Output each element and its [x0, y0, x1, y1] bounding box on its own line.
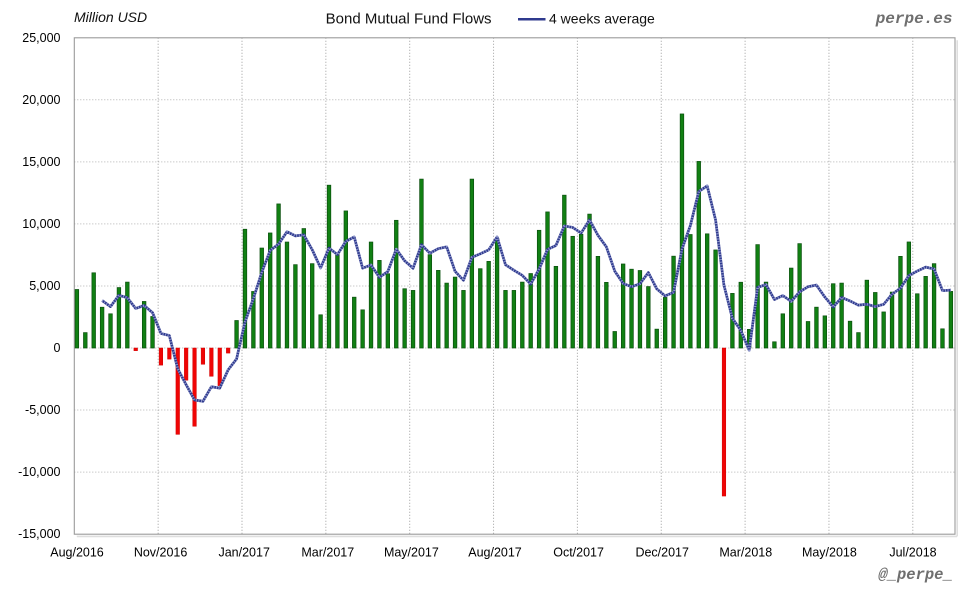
svg-text:25,000: 25,000	[22, 31, 60, 45]
svg-text:Mar/2018: Mar/2018	[719, 546, 772, 560]
svg-text:Dec/2017: Dec/2017	[635, 546, 689, 560]
svg-text:5,000: 5,000	[29, 279, 60, 293]
svg-text:Jul/2018: Jul/2018	[889, 546, 936, 560]
svg-text:@_perpe_: @_perpe_	[878, 566, 952, 584]
svg-text:0: 0	[54, 341, 61, 355]
svg-text:20,000: 20,000	[22, 93, 60, 107]
svg-text:Aug/2016: Aug/2016	[50, 546, 104, 560]
svg-text:-15,000: -15,000	[18, 527, 60, 541]
svg-text:-5,000: -5,000	[25, 403, 60, 417]
svg-text:Million USD: Million USD	[74, 9, 147, 25]
svg-text:May/2017: May/2017	[384, 546, 439, 560]
svg-text:Nov/2016: Nov/2016	[134, 546, 188, 560]
svg-text:-10,000: -10,000	[18, 465, 60, 479]
svg-text:May/2018: May/2018	[802, 546, 857, 560]
svg-text:Mar/2017: Mar/2017	[301, 546, 354, 560]
svg-text:Bond Mutual Fund Flows: Bond Mutual Fund Flows	[326, 11, 492, 28]
svg-text:15,000: 15,000	[22, 155, 60, 169]
svg-text:4 weeks average: 4 weeks average	[549, 11, 655, 27]
svg-text:perpe.es: perpe.es	[875, 10, 953, 28]
svg-text:Oct/2017: Oct/2017	[553, 546, 604, 560]
svg-text:Jan/2017: Jan/2017	[218, 546, 269, 560]
svg-text:10,000: 10,000	[22, 217, 60, 231]
svg-text:Aug/2017: Aug/2017	[468, 546, 522, 560]
